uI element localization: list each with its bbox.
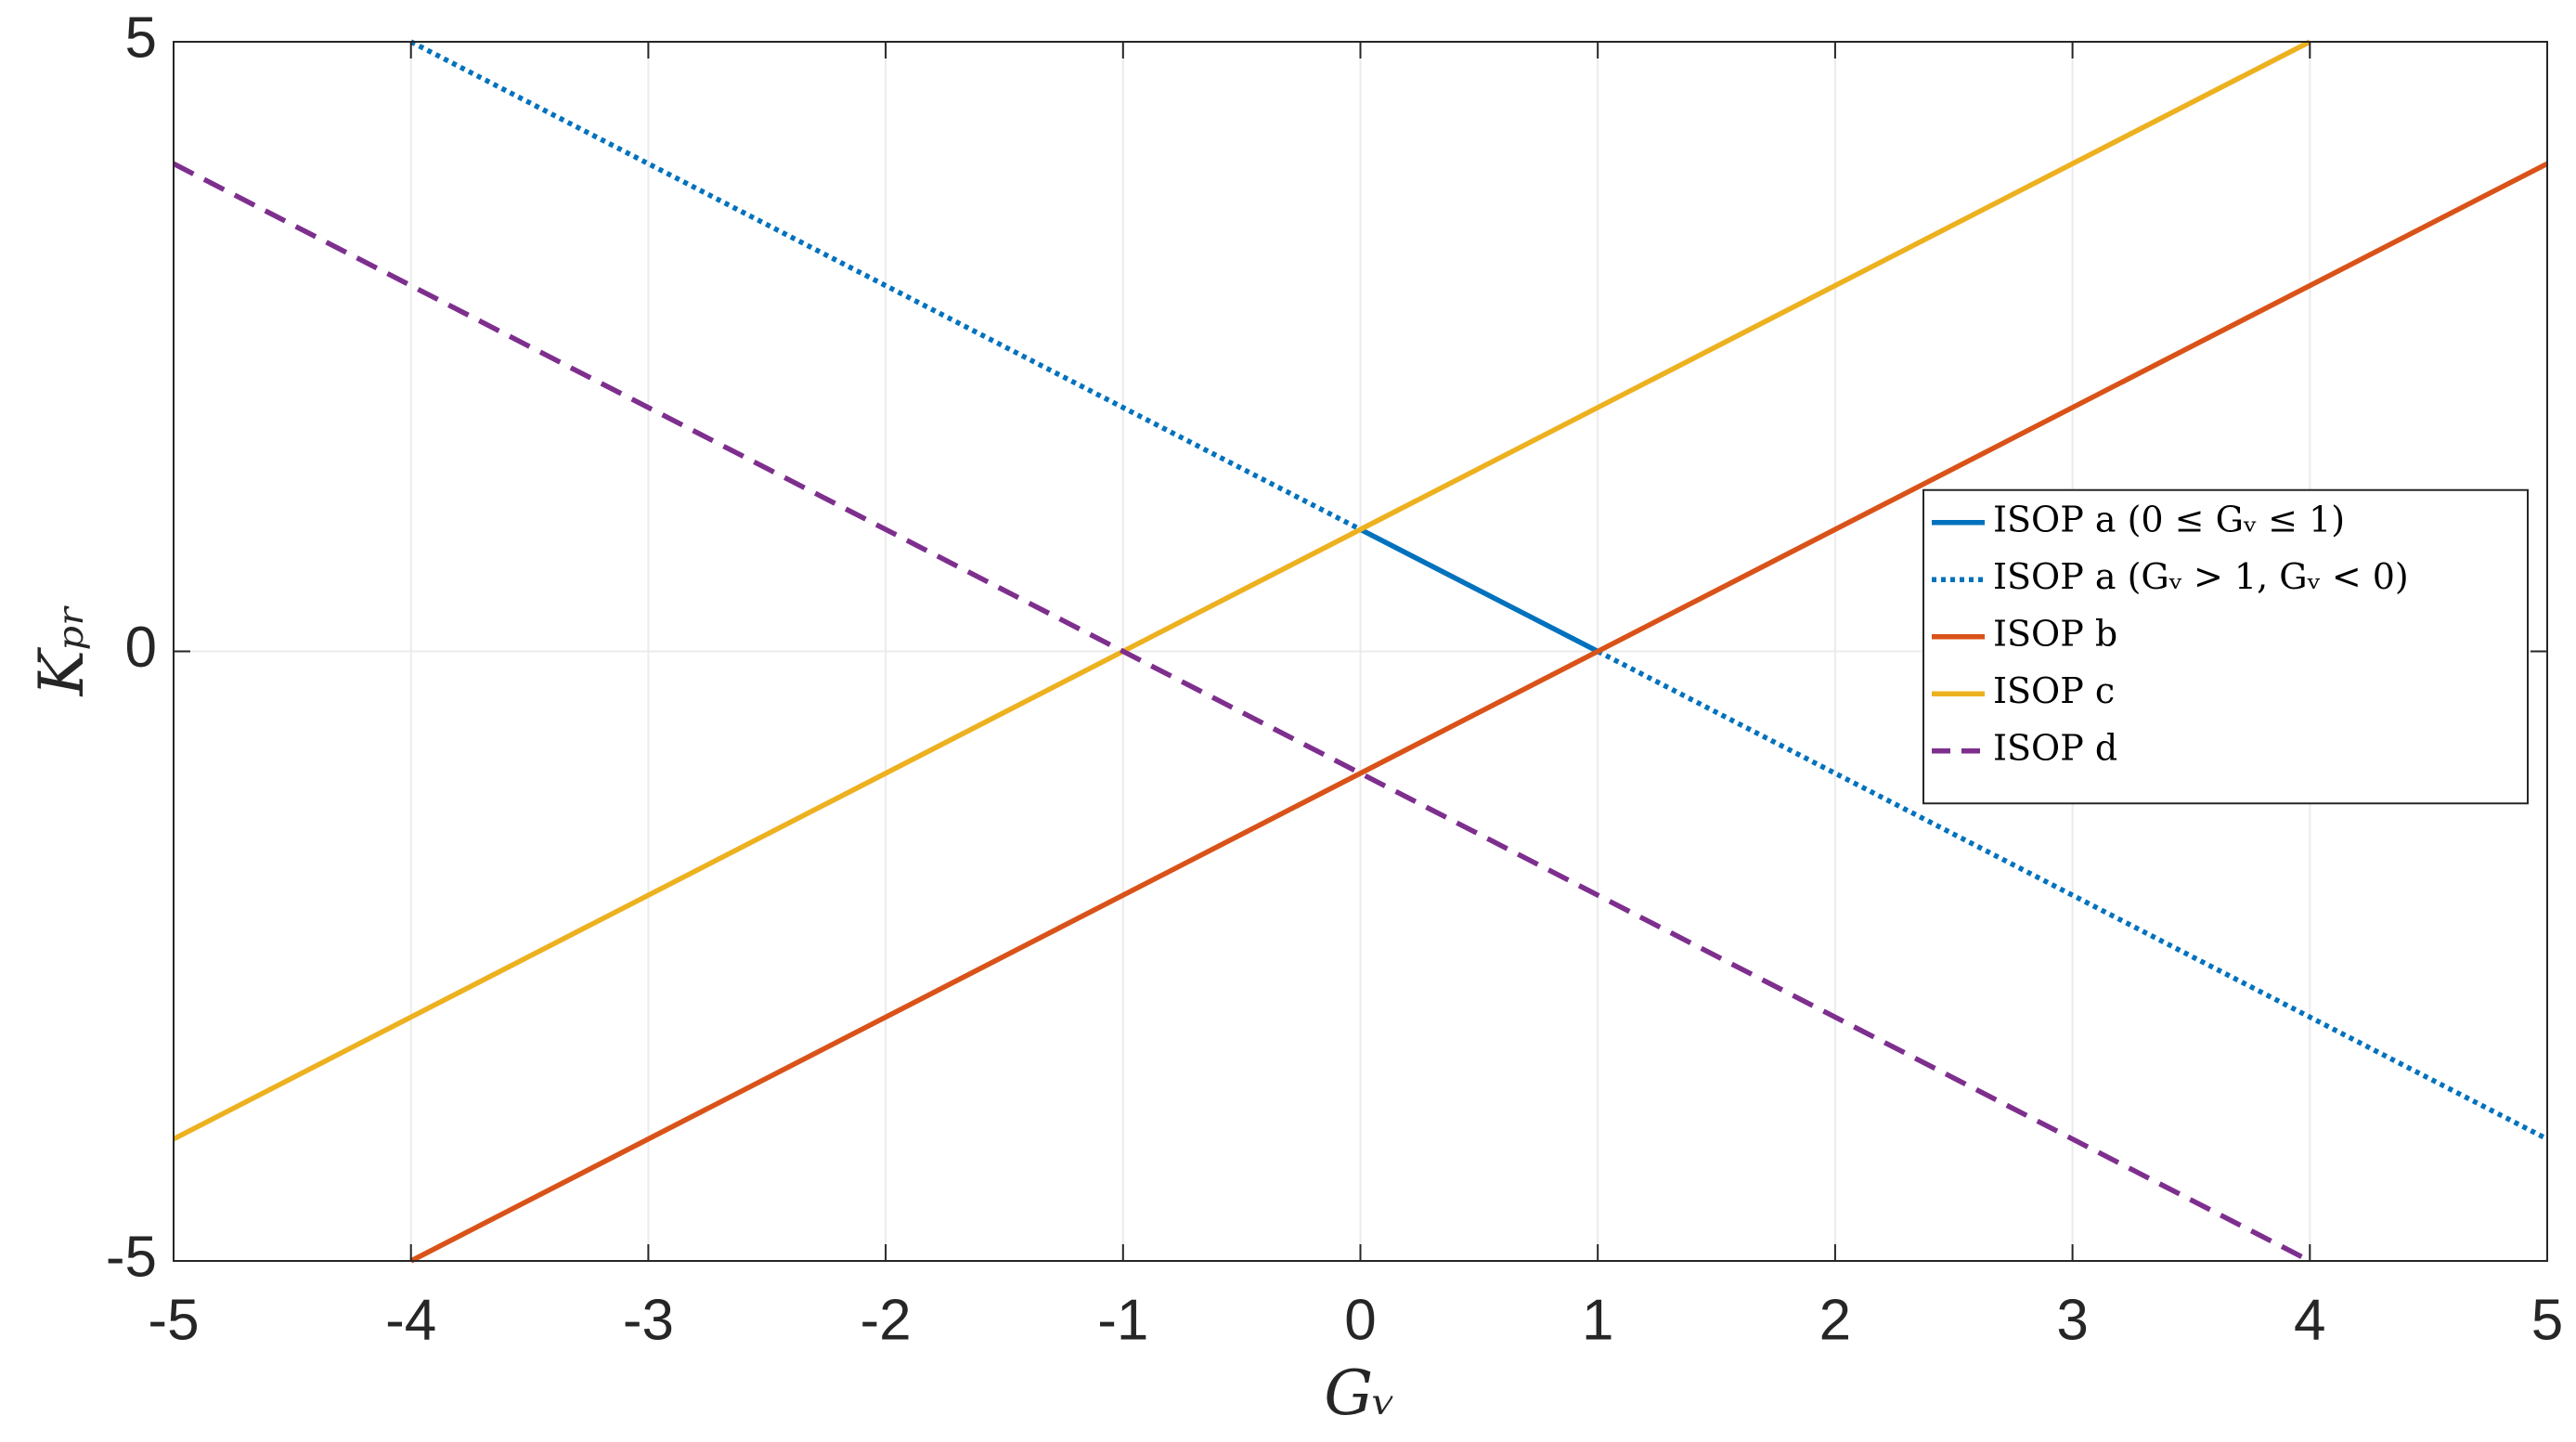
series-line xyxy=(1359,526,1599,654)
x-tick-label: 4 xyxy=(2294,1288,2325,1352)
legend-label: ISOP c xyxy=(1993,670,2115,711)
x-tick-label: -4 xyxy=(385,1288,436,1352)
x-tick-label: 2 xyxy=(1819,1288,1851,1352)
x-axis-label: Gᵥ xyxy=(1324,1358,1395,1429)
legend-label: ISOP a (Gᵥ > 1, Gᵥ < 0) xyxy=(1993,556,2409,597)
x-tick-label: -2 xyxy=(861,1288,912,1352)
legend-box xyxy=(1922,488,2529,805)
x-tick-label: 1 xyxy=(1582,1288,1613,1352)
x-tick-label: -5 xyxy=(148,1288,199,1352)
series-line xyxy=(172,39,2311,1142)
legend-label: ISOP a (0 ≤ Gᵥ ≤ 1) xyxy=(1993,499,2345,539)
series-line xyxy=(172,161,2311,1264)
legend-label: ISOP b xyxy=(1993,613,2117,654)
y-tick-label: -5 xyxy=(106,1225,157,1289)
y-axis-label: Kₚᵣ xyxy=(26,604,97,697)
series-line xyxy=(409,161,2549,1264)
legend-label: ISOP d xyxy=(1993,727,2117,768)
x-tick-label: -3 xyxy=(623,1288,674,1352)
y-tick-label: 5 xyxy=(125,6,157,70)
x-tick-label: 3 xyxy=(2056,1288,2088,1352)
x-tick-label: 0 xyxy=(1344,1288,1376,1352)
legend: ISOP a (0 ≤ Gᵥ ≤ 1) ISOP a (Gᵥ > 1, Gᵥ < … xyxy=(1922,488,2529,805)
y-tick-label: 0 xyxy=(125,616,157,680)
series-line xyxy=(1596,649,2549,1142)
x-tick-label: 5 xyxy=(2531,1288,2563,1352)
x-tick-label: -1 xyxy=(1097,1288,1148,1352)
series-line xyxy=(409,39,1362,532)
